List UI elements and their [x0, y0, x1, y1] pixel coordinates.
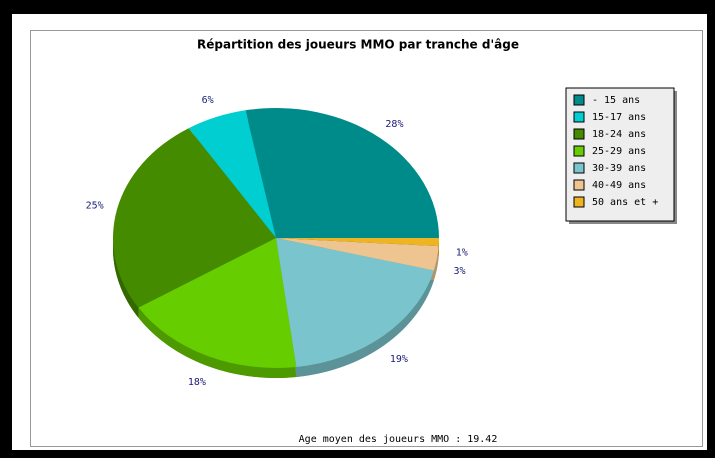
- legend-label: 15-17 ans: [592, 112, 646, 123]
- legend-label: 40-49 ans: [592, 180, 646, 191]
- data-label: 19%: [390, 354, 408, 365]
- legend: - 15 ans 15-17 ans 18-24 ans 25-29 ans 30-39…: [566, 88, 677, 224]
- legend-swatch: [574, 197, 584, 207]
- data-label: 1%: [456, 248, 468, 259]
- data-label: 6%: [202, 95, 214, 106]
- legend-label: 25-29 ans: [592, 146, 646, 157]
- chart-title: Répartition des joueurs MMO par tranche …: [197, 38, 519, 52]
- legend-swatch: [574, 146, 584, 156]
- legend-label: - 15 ans: [592, 95, 640, 106]
- legend-swatch: [574, 95, 584, 105]
- legend-label: 50 ans et +: [592, 197, 658, 208]
- legend-swatch: [574, 129, 584, 139]
- legend-swatch: [574, 163, 584, 173]
- data-label: 3%: [454, 266, 466, 277]
- legend-label: 18-24 ans: [592, 129, 646, 140]
- data-label: 25%: [86, 201, 104, 212]
- data-label: 18%: [188, 377, 206, 388]
- legend-swatch: [574, 180, 584, 190]
- footnote: Age moyen des joueurs MMO : 19.42: [299, 434, 498, 445]
- legend-label: 30-39 ans: [592, 163, 646, 174]
- data-label: 28%: [385, 119, 403, 130]
- legend-swatch: [574, 112, 584, 122]
